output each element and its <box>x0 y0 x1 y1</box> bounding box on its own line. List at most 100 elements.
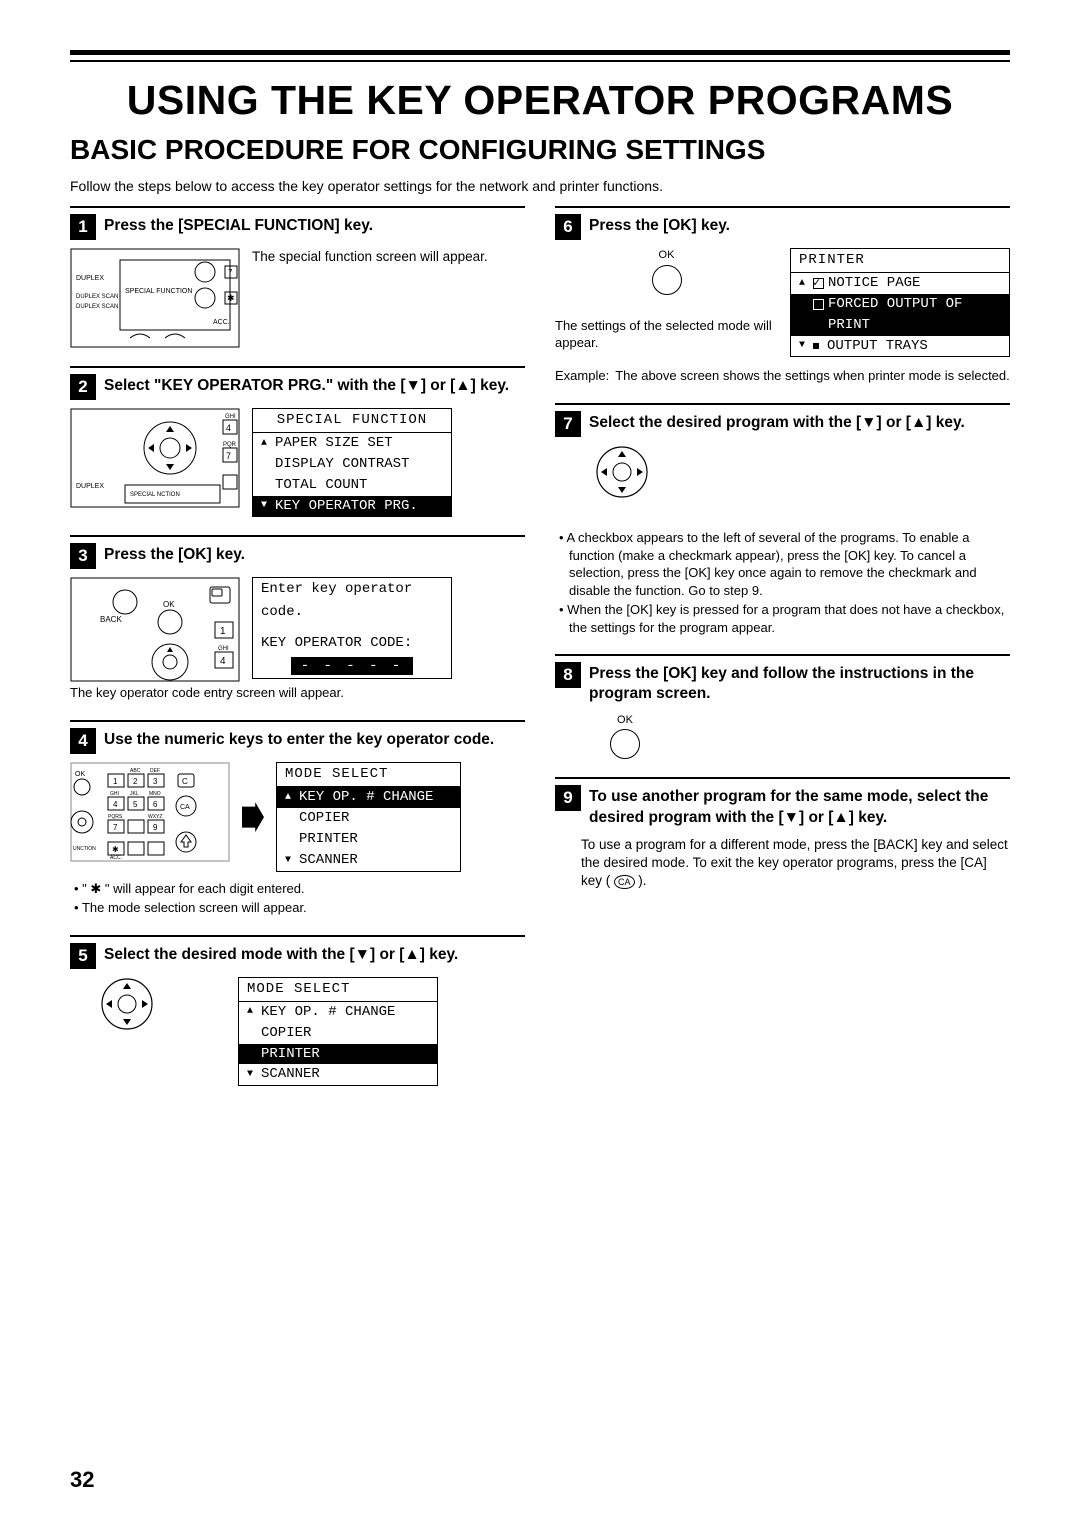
step-title: Press the [OK] key. <box>589 214 730 236</box>
main-title: USING THE KEY OPERATOR PROGRAMS <box>70 77 1010 124</box>
svg-text:OK: OK <box>163 600 175 609</box>
lcd-row: code. <box>253 601 451 624</box>
svg-text:✱: ✱ <box>227 293 235 303</box>
bullet-text: The mode selection screen will appear. <box>74 899 525 917</box>
example-label: Example: <box>555 367 609 385</box>
svg-text:SPECIAL FUNCTION: SPECIAL FUNCTION <box>125 288 192 295</box>
step-number: 2 <box>70 374 96 400</box>
example-text: The above screen shows the settings when… <box>615 367 1010 385</box>
svg-text:9: 9 <box>153 823 158 832</box>
checkbox-checked-icon <box>813 278 824 289</box>
intro-text: Follow the steps below to access the key… <box>70 178 1010 194</box>
lcd-screen: MODE SELECT ▲KEY OP. # CHANGE COPIER PRI… <box>276 762 461 871</box>
svg-text:6: 6 <box>153 800 158 809</box>
svg-text:PQRS: PQRS <box>108 814 123 820</box>
closing-paren: ). <box>635 873 647 888</box>
ok-label: OK <box>659 248 675 263</box>
lcd-title: MODE SELECT <box>239 978 437 1002</box>
step-text: The special function screen will appear. <box>252 248 488 266</box>
lcd-row: PAPER SIZE SET <box>275 434 393 453</box>
lcd-screen: MODE SELECT ▲KEY OP. # CHANGE COPIER PRI… <box>238 977 438 1086</box>
svg-text:4: 4 <box>220 656 226 667</box>
step-caption: The key operator code entry screen will … <box>70 685 525 702</box>
svg-text:WXYZ: WXYZ <box>148 814 162 820</box>
svg-text:JKL: JKL <box>130 791 139 797</box>
step-title: Press the [OK] key and follow the instru… <box>589 662 1010 704</box>
step-title: Select the desired program with the [▼] … <box>589 411 965 433</box>
lcd-screen: SPECIAL FUNCTION ▲PAPER SIZE SET DISPLAY… <box>252 408 452 517</box>
bullet-icon <box>813 343 819 349</box>
step-caption: The settings of the selected mode will a… <box>555 318 778 352</box>
svg-text:GHI: GHI <box>218 646 229 652</box>
svg-text:1: 1 <box>220 626 226 637</box>
lcd-row: NOTICE PAGE <box>828 274 920 293</box>
svg-text:CA: CA <box>180 804 190 811</box>
step-title: Select the desired mode with the [▼] or … <box>104 943 458 965</box>
nav-panel-illustration: DUPLEX SPECIAL NCTION 4 GHI 7 PQR <box>70 408 240 508</box>
lcd-title: PRINTER <box>791 249 1009 273</box>
lcd-row: COPIER <box>261 1024 311 1043</box>
svg-text:DUPLEX SCAN: DUPLEX SCAN <box>76 294 118 300</box>
ok-label: OK <box>617 713 633 728</box>
lcd-row: Enter key operator <box>253 578 451 601</box>
nav-pad-icon <box>595 445 649 499</box>
svg-text:DUPLEX: DUPLEX <box>76 275 104 282</box>
svg-text:2: 2 <box>133 777 138 786</box>
svg-text:DUPLEX: DUPLEX <box>76 483 104 490</box>
step-number: 8 <box>555 662 581 688</box>
lcd-row: KEY OP. # CHANGE <box>299 788 433 807</box>
lcd-row: PRINTER <box>261 1045 320 1064</box>
subtitle: BASIC PROCEDURE FOR CONFIGURING SETTINGS <box>70 134 1010 166</box>
step-title: Press the [SPECIAL FUNCTION] key. <box>104 214 373 236</box>
step-number: 7 <box>555 411 581 437</box>
svg-text:GHI: GHI <box>110 791 119 797</box>
svg-text:7: 7 <box>113 823 118 832</box>
right-column: 6 Press the [OK] key. OK The settings of… <box>555 206 1010 1104</box>
bullet-text: A checkbox appears to the left of severa… <box>559 529 1010 599</box>
arrow-icon <box>242 802 264 832</box>
lcd-row: KEY OPERATOR CODE: <box>253 632 451 655</box>
lcd-screen: Enter key operator code. KEY OPERATOR CO… <box>252 577 452 679</box>
svg-text:MNO: MNO <box>149 791 161 797</box>
bullet-text: When the [OK] key is pressed for a progr… <box>559 601 1010 636</box>
svg-text:7: 7 <box>228 268 233 277</box>
ok-button-illustration: OK <box>652 248 682 295</box>
svg-text:SPECIAL NCTION: SPECIAL NCTION <box>130 492 180 498</box>
lcd-row: PRINT <box>828 316 870 335</box>
svg-text:4: 4 <box>113 800 118 809</box>
step-number: 3 <box>70 543 96 569</box>
ok-panel-illustration: BACK OK 1 4 GHI <box>70 577 240 682</box>
nav-pad-icon <box>100 977 154 1031</box>
left-column: 1 Press the [SPECIAL FUNCTION] key. SPEC… <box>70 206 525 1104</box>
lcd-row: SCANNER <box>261 1065 320 1084</box>
device-panel-illustration: SPECIAL FUNCTION ACC. DUPLEX DUPLEX SCAN… <box>70 248 240 348</box>
lcd-title: SPECIAL FUNCTION <box>253 409 451 433</box>
svg-text:✱: ✱ <box>112 845 119 854</box>
svg-text:3: 3 <box>153 777 158 786</box>
svg-text:ACC.: ACC. <box>213 319 230 326</box>
svg-text:GHI: GHI <box>225 414 236 420</box>
lcd-row: DISPLAY CONTRAST <box>275 455 409 474</box>
checkbox-icon <box>813 299 824 310</box>
step-number: 5 <box>70 943 96 969</box>
lcd-title: MODE SELECT <box>277 763 460 787</box>
header-rule <box>70 50 1010 62</box>
keypad-illustration: OK UNCTION 1 2ABC 3DEF 4GHI 5JKL 6MNO 7P… <box>70 762 230 862</box>
svg-text:DEF: DEF <box>150 768 160 774</box>
lcd-screen: PRINTER ▲NOTICE PAGE FORCED OUTPUT OF PR… <box>790 248 1010 357</box>
ok-button-illustration: OK <box>605 713 645 760</box>
svg-text:4: 4 <box>226 423 231 433</box>
bullet-text: " ✱ " will appear for each digit entered… <box>74 880 525 898</box>
svg-text:PQR: PQR <box>223 442 237 448</box>
svg-text:BACK: BACK <box>100 615 122 624</box>
svg-text:DUPLEX SCAN: DUPLEX SCAN <box>76 304 118 310</box>
svg-text:C: C <box>182 777 188 786</box>
lcd-row: KEY OPERATOR PRG. <box>275 497 418 516</box>
step-title: To use another program for the same mode… <box>589 785 1010 827</box>
lcd-row: COPIER <box>299 809 349 828</box>
svg-text:7: 7 <box>226 451 231 461</box>
lcd-row: TOTAL COUNT <box>275 476 367 495</box>
svg-text:1: 1 <box>113 777 118 786</box>
code-entry-dots: - - - - - <box>253 655 451 678</box>
step-number: 4 <box>70 728 96 754</box>
